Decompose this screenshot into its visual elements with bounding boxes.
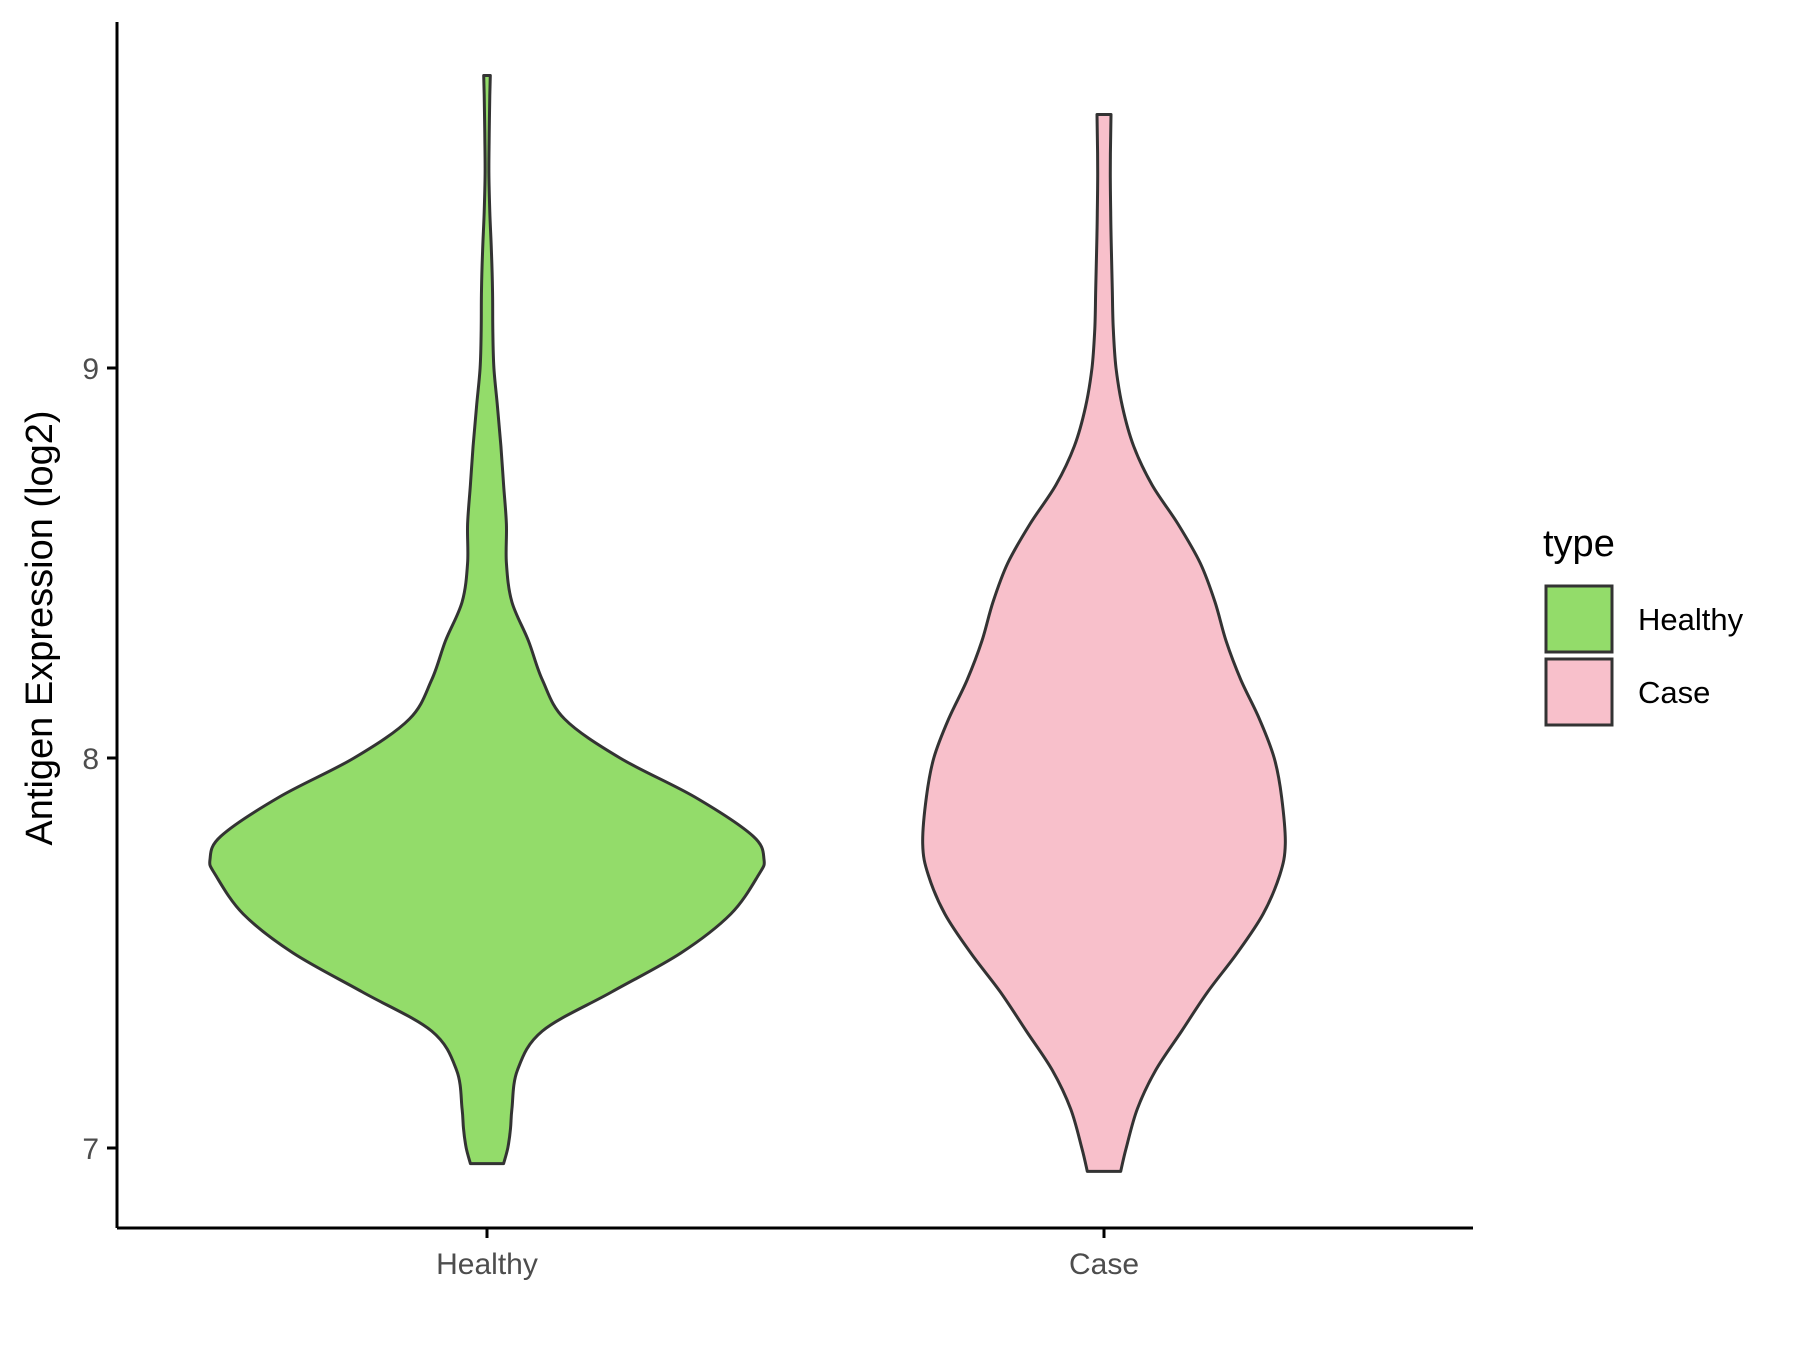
legend: type Healthy Case — [1543, 523, 1744, 727]
y-axis-title: Antigen Expression (log2) — [19, 410, 61, 845]
violin-healthy — [208, 74, 766, 1166]
x-axis-ticks: Healthy Case — [436, 1228, 1139, 1281]
y-tick-label: 8 — [82, 743, 99, 776]
legend-swatch-case — [1544, 657, 1614, 727]
violin-case — [921, 113, 1287, 1173]
violin-layer — [208, 74, 1287, 1173]
legend-items: Healthy Case — [1544, 584, 1744, 727]
y-axis-ticks: 7 8 9 — [82, 353, 117, 1166]
legend-label-case: Case — [1638, 675, 1710, 710]
y-tick-label: 9 — [82, 353, 99, 386]
legend-label-healthy: Healthy — [1638, 602, 1744, 637]
legend-swatch-healthy — [1544, 584, 1614, 654]
x-tick-label-healthy: Healthy — [436, 1248, 538, 1281]
x-tick-label-case: Case — [1069, 1248, 1139, 1281]
legend-title: type — [1543, 523, 1615, 565]
y-tick-label: 7 — [82, 1133, 99, 1166]
